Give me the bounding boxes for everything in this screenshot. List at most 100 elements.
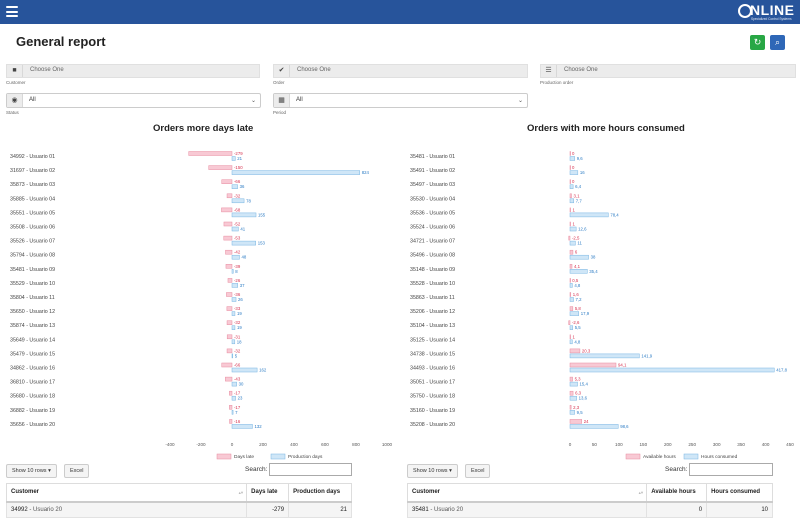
data-label: -66	[234, 179, 241, 184]
left-col-production-days[interactable]: Production days	[288, 483, 352, 503]
bar-series2	[569, 311, 580, 316]
data-label: 78	[246, 198, 251, 203]
category-label: 35530 - Usuario 04	[410, 196, 455, 202]
production-order-filter[interactable]: ☰ Choose One	[540, 64, 796, 78]
chevron-down-icon: ⌄	[517, 98, 523, 104]
search-button[interactable]: ⌕	[770, 35, 785, 50]
category-label: 35794 - Usuario 08	[10, 253, 55, 259]
bar-series1	[227, 278, 233, 283]
bar-series2	[569, 156, 575, 161]
bar-series2	[231, 156, 236, 161]
data-label: -68	[234, 207, 241, 212]
right-col-available-hours-label: Available hours	[651, 489, 696, 496]
left-show-rows-button[interactable]: Show 10 rows ▾	[6, 464, 57, 478]
data-label: 48	[241, 255, 246, 260]
category-label: 34493 - Usuario 16	[410, 366, 455, 372]
bar-series1	[569, 221, 571, 227]
bar-series2	[231, 198, 245, 204]
table-row[interactable]: 35481 - Usuario 20 0 10	[406, 501, 773, 518]
logo-word: NLINE	[750, 2, 795, 18]
left-search-input[interactable]	[269, 463, 352, 476]
data-label: 141,9	[641, 353, 652, 358]
data-label: 12,6	[578, 227, 587, 232]
data-label: -36	[234, 292, 241, 297]
category-label: 35479 - Usuario 15	[10, 351, 55, 357]
left-excel-button[interactable]: Excel	[64, 464, 90, 478]
bar-series1	[225, 249, 233, 255]
period-select[interactable]: ▦ All ⌄	[273, 93, 528, 108]
data-label: 11	[577, 241, 582, 246]
right-col-available-hours[interactable]: Available hours	[646, 483, 708, 503]
x-tick-label: 250	[688, 442, 696, 447]
bar-series1	[569, 390, 574, 396]
right-table: Customer ▴▾ Available hours Hours consume…	[406, 483, 773, 518]
data-label: -52	[234, 222, 241, 227]
bar-series1	[569, 193, 572, 199]
data-label: 5	[235, 353, 238, 358]
bar-series2	[569, 339, 573, 345]
bar-series1	[229, 405, 233, 410]
data-label: 9,5	[577, 410, 584, 415]
period-label: Period	[273, 110, 287, 115]
data-label: 21	[237, 156, 242, 161]
data-label: 19	[237, 325, 242, 330]
category-label: 35656 - Usuario 20	[10, 422, 55, 428]
right-row-customer: 35481 - Usuario 20	[406, 501, 648, 518]
x-tick-label: 200	[664, 442, 672, 447]
data-label: 1	[572, 334, 575, 339]
bar-series1	[229, 390, 233, 396]
category-label: 35529 - Usuario 10	[10, 281, 55, 287]
legend-swatch	[216, 453, 232, 460]
data-label: -43	[234, 377, 241, 382]
data-label: -17	[234, 391, 241, 396]
left-row-production-days: 21	[288, 501, 352, 518]
left-col-customer[interactable]: Customer ▴▾	[5, 483, 248, 503]
refresh-button[interactable]: ↻	[750, 35, 765, 50]
production-order-placeholder: Choose One	[564, 67, 598, 73]
customer-placeholder: Choose One	[30, 67, 64, 73]
bar-series1	[221, 207, 233, 213]
bar-series2	[569, 353, 640, 359]
right-col-hours-consumed[interactable]: Hours consumed	[706, 483, 773, 503]
right-search-input[interactable]	[689, 463, 773, 476]
data-label: 19	[237, 311, 242, 316]
data-label: 1,6	[573, 292, 580, 297]
legend-swatch	[683, 453, 699, 460]
bar-series1	[569, 334, 571, 340]
data-label: 7,7	[576, 198, 583, 203]
data-label: 7,2	[576, 297, 583, 302]
eye-icon: ◉	[7, 94, 23, 107]
order-label: Order	[273, 80, 285, 85]
right-col-customer[interactable]: Customer ▴▾	[406, 483, 648, 503]
bar-series2	[569, 325, 573, 330]
bar-series2	[569, 297, 574, 302]
data-label: 18	[237, 339, 242, 344]
bar-series2	[231, 184, 238, 189]
hamburger-icon[interactable]	[6, 6, 18, 17]
bar-series2	[569, 395, 577, 401]
sort-icon: ▴▾	[238, 490, 244, 495]
status-select[interactable]: ◉ All ⌄	[6, 93, 261, 108]
left-col-days-late[interactable]: Days late	[246, 483, 290, 503]
customer-filter[interactable]: ■ Choose One	[6, 64, 260, 78]
bar-series1	[569, 405, 572, 410]
right-excel-button[interactable]: Excel	[465, 464, 491, 478]
bar-series2	[569, 198, 575, 204]
category-label: 35650 - Usuario 12	[10, 309, 55, 315]
bar-series1	[225, 376, 233, 382]
right-show-rows-button[interactable]: Show 10 rows ▾	[407, 464, 458, 478]
bar-series1	[568, 320, 571, 325]
category-label: 35524 - Usuario 06	[410, 225, 455, 231]
data-label: 78,4	[610, 212, 619, 217]
bar-series1	[226, 348, 233, 354]
data-label: 16	[580, 170, 585, 175]
data-label: 4,8	[574, 283, 581, 288]
category-label: 35206 - Usuario 12	[410, 309, 455, 315]
bar-series2	[231, 353, 234, 359]
table-row[interactable]: 34992 - Usuario 20 -279 21	[5, 501, 352, 518]
bar-series1	[569, 348, 581, 354]
customer-id: 35481	[412, 506, 429, 513]
data-label: 38	[591, 255, 596, 260]
order-filter[interactable]: ✔ Choose One	[273, 64, 528, 78]
x-tick-label: 0	[569, 442, 572, 447]
